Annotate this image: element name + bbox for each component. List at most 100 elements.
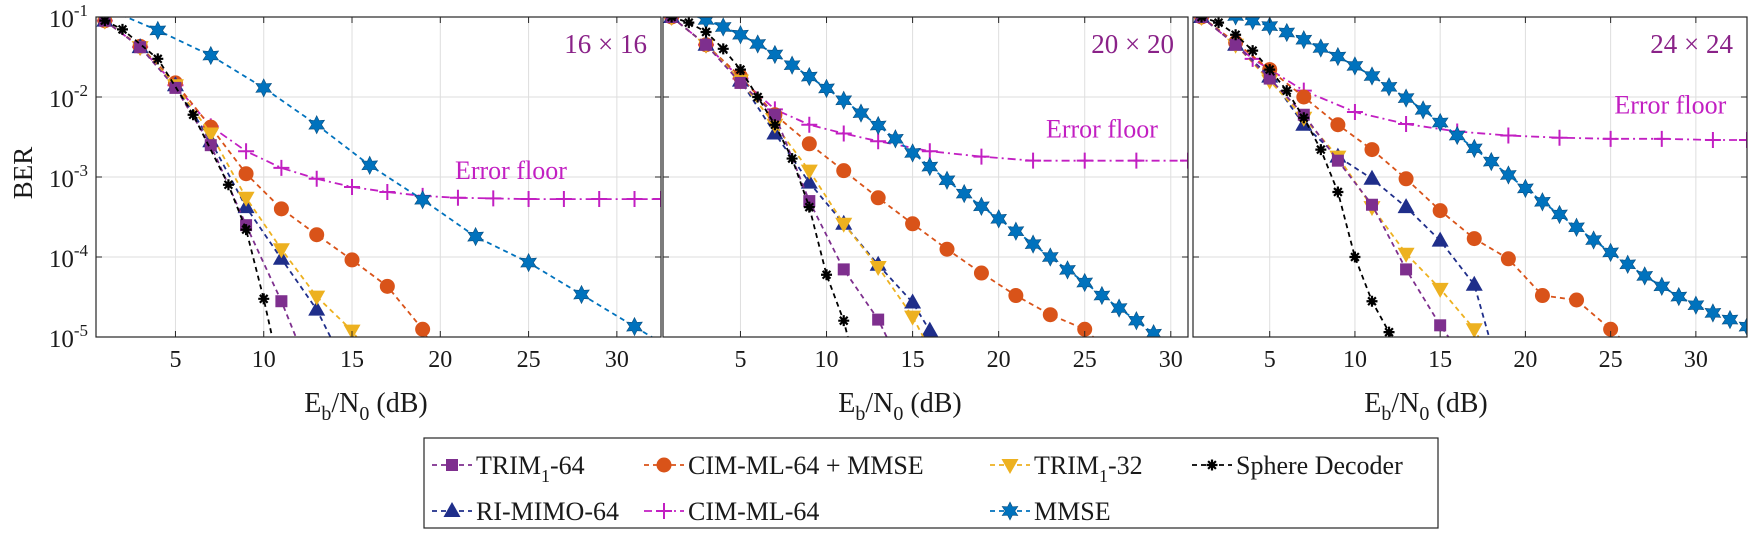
series-line bbox=[1200, 17, 1747, 141]
data-point bbox=[801, 136, 817, 152]
data-point bbox=[1296, 89, 1312, 105]
data-point bbox=[887, 129, 904, 149]
data-point bbox=[1619, 254, 1637, 274]
data-point bbox=[1653, 276, 1671, 296]
data-point bbox=[258, 293, 270, 305]
x-tick-label: 30 bbox=[1159, 347, 1183, 373]
data-point bbox=[852, 103, 870, 123]
data-point bbox=[1364, 142, 1380, 158]
data-point bbox=[835, 217, 853, 233]
data-point bbox=[116, 23, 128, 35]
data-point bbox=[1534, 288, 1550, 304]
legend-label: RI-MIMO-64 bbox=[476, 497, 619, 526]
panel-3: 5 10 15 20 25 30 24 × 24 Error floor bbox=[1192, 16, 1748, 373]
series-sphere-decoder bbox=[99, 17, 274, 337]
data-point bbox=[1093, 285, 1111, 306]
data-point bbox=[835, 90, 853, 110]
data-point bbox=[1398, 171, 1414, 187]
data-point bbox=[714, 17, 732, 37]
data-point bbox=[1653, 130, 1670, 147]
data-point bbox=[520, 252, 537, 273]
legend-label: MMSE bbox=[1034, 497, 1111, 526]
data-point bbox=[308, 115, 326, 135]
data-point bbox=[1331, 154, 1344, 167]
data-point bbox=[1365, 198, 1378, 211]
data-point bbox=[801, 116, 818, 133]
data-point bbox=[1397, 88, 1415, 108]
data-point bbox=[1466, 231, 1482, 247]
legend-item-mmse: MMSE bbox=[990, 497, 1111, 526]
data-point bbox=[1128, 152, 1145, 169]
data-point bbox=[1076, 152, 1093, 169]
x-tick-label: 20 bbox=[1513, 347, 1537, 373]
data-point bbox=[134, 41, 147, 54]
data-point bbox=[904, 293, 922, 309]
data-point bbox=[800, 173, 818, 189]
data-point bbox=[921, 143, 938, 160]
data-point bbox=[1312, 38, 1330, 58]
data-point bbox=[769, 119, 781, 131]
data-point bbox=[272, 243, 290, 259]
data-point bbox=[1330, 117, 1346, 133]
legend-item-trim1-64: TRIM1-64 bbox=[432, 451, 585, 486]
panel-1: 5 10 15 20 25 30 10-5 10-4 10-3 10-2 10-1 16 × 16 Er… bbox=[49, 1, 662, 373]
data-point bbox=[973, 265, 989, 281]
data-point bbox=[783, 55, 801, 75]
data-point bbox=[149, 20, 167, 41]
data-point bbox=[1397, 247, 1415, 263]
data-point bbox=[204, 139, 217, 152]
data-point bbox=[700, 26, 712, 38]
data-point bbox=[734, 76, 747, 89]
data-point bbox=[752, 91, 764, 103]
data-point bbox=[1482, 151, 1500, 172]
series-line bbox=[104, 19, 661, 201]
data-point bbox=[1227, 17, 1244, 26]
data-point bbox=[273, 201, 289, 217]
data-point bbox=[1041, 247, 1059, 267]
data-point bbox=[1077, 321, 1093, 337]
legend-marker bbox=[446, 459, 458, 471]
data-point bbox=[1076, 272, 1094, 293]
data-point bbox=[379, 278, 395, 294]
data-point bbox=[800, 66, 818, 87]
series-mmse bbox=[123, 17, 654, 337]
data-point bbox=[1349, 251, 1361, 263]
legend-item-ri-mimo-64: RI-MIMO-64 bbox=[432, 497, 619, 526]
legend-marker bbox=[656, 503, 672, 519]
series-line bbox=[123, 17, 654, 337]
data-point bbox=[99, 17, 111, 27]
panel-title: 20 × 20 bbox=[1091, 29, 1174, 59]
data-point bbox=[835, 125, 852, 142]
data-point bbox=[520, 191, 537, 208]
data-point bbox=[187, 109, 199, 121]
data-point bbox=[717, 43, 729, 55]
data-point bbox=[990, 209, 1007, 229]
data-point bbox=[734, 64, 746, 76]
data-point bbox=[836, 163, 852, 179]
data-point bbox=[653, 191, 661, 208]
data-point bbox=[1281, 85, 1293, 97]
data-point bbox=[1346, 103, 1363, 120]
data-point bbox=[973, 196, 990, 216]
legend-items: TRIM1-64 CIM-ML-64 + MMSE TRIM1-32 Sphere D… bbox=[432, 451, 1403, 526]
data-point bbox=[237, 191, 255, 207]
data-point bbox=[626, 191, 643, 208]
panel-title: 16 × 16 bbox=[564, 29, 647, 59]
legend-marker bbox=[443, 502, 461, 517]
gridlines bbox=[96, 17, 661, 337]
data-point bbox=[1230, 29, 1242, 41]
data-point bbox=[1145, 324, 1162, 337]
data-point bbox=[1363, 66, 1381, 86]
data-point bbox=[344, 252, 360, 268]
error-floor-annotation: Error floor bbox=[1046, 115, 1158, 144]
data-point bbox=[837, 263, 850, 276]
data-point bbox=[467, 226, 484, 247]
data-point bbox=[1332, 186, 1344, 198]
x-tick-label: 25 bbox=[517, 347, 541, 373]
data-point bbox=[1278, 22, 1296, 43]
data-point bbox=[415, 321, 431, 337]
data-point bbox=[1602, 130, 1619, 147]
series-mmse bbox=[1227, 17, 1747, 337]
data-point bbox=[1465, 138, 1483, 159]
series-sphere-decoder bbox=[1196, 17, 1395, 337]
